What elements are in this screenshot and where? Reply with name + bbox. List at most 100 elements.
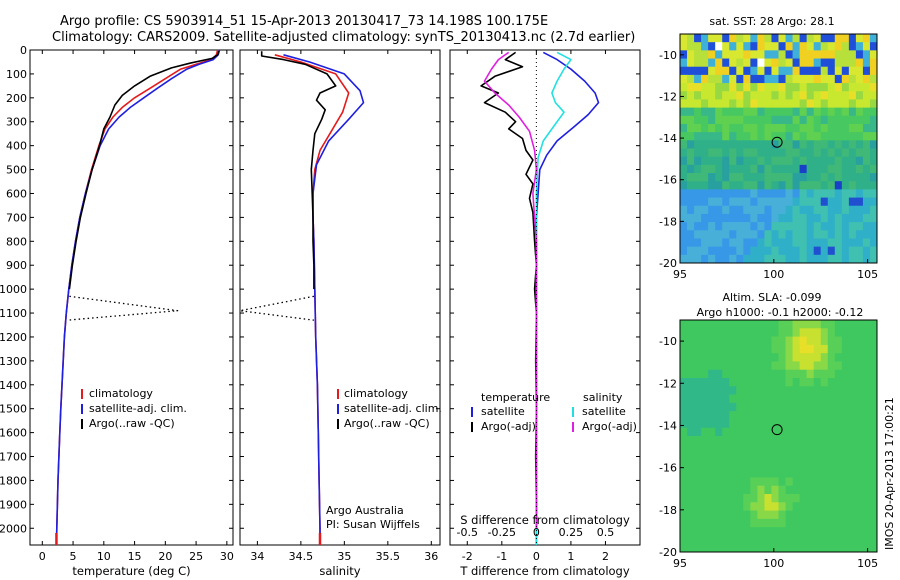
sla-map-cell [757,361,765,371]
sst-map-cell [715,164,723,174]
sla-map-cell [820,485,829,495]
sla-map-cell [743,535,751,545]
sla-map-cell [785,336,793,346]
sst-map-cell [792,164,801,174]
sla-map-cell [764,469,772,478]
sla-map-cell [680,378,688,387]
sla-map-cell [687,535,695,545]
sst-map-cell [764,197,772,207]
sst-map-cell [785,58,793,68]
sst-map-cell [750,230,758,239]
sla-map-cell [827,419,836,429]
sla-map-cell [743,510,751,520]
sst-map-cell [757,222,765,231]
sla-map-cell [701,527,709,536]
sla-map-cell [799,510,808,520]
sst-map-cell [729,83,737,92]
sla-map-cell [785,502,793,511]
sla-map-cell [771,378,779,387]
sla-map-cell [834,477,843,487]
sla-map-cell [834,460,843,470]
sst-map-cell [869,83,878,92]
sst-map-cell [841,74,850,84]
sla-map-cell [799,344,808,354]
sst-map-cell [715,222,723,231]
sst-map-cell [736,238,744,248]
sla-map-cell [687,427,695,437]
sst-map-cell [750,50,758,59]
sst-map-cell [806,140,815,149]
sst-map-cell [785,107,793,117]
sla-map-cell [729,485,737,495]
sst-map-cell [736,115,744,125]
sst-map-cell [778,50,786,59]
sst-map-cell [813,123,822,133]
sla-map-cell [694,427,702,437]
sst-map-cell [855,197,864,207]
sla-map-cell [862,469,871,478]
sla-map-cell [736,460,744,470]
sla-map-cell [820,386,829,395]
sst-map-cell [694,123,702,133]
sst-map-cell [813,222,822,231]
sla-map-cell [792,543,801,553]
sst-map-cell [841,115,850,125]
sla-map-cell [694,469,702,478]
sla-map-cell [715,328,723,337]
sst-map-cell [680,238,688,248]
sla-map-cell [869,419,878,429]
sst-map-cell [834,205,843,215]
sst-map-cell [820,254,829,264]
sst-map-cell [694,197,702,207]
sla-map-cell [764,344,772,354]
sla-map-cell [792,378,801,387]
sla-map-cell [834,469,843,478]
sst-map-cell [792,123,801,133]
sla-map-cell [680,436,688,445]
sst-map-cell [827,222,836,231]
sst-map-cell [694,246,702,256]
sst-map-cell [820,107,829,117]
sla-map-cell [869,378,878,387]
sla-map-cell [792,320,801,329]
sla-map-cell [855,320,864,329]
sst-map-cell [785,91,793,100]
sla-map-cell [841,543,850,553]
sst-map-cell [736,205,744,215]
sla-map-cell [680,535,688,545]
sla-map-cell [764,477,772,487]
sst-map-cell [813,197,822,207]
sla-map-cell [862,386,871,395]
sst-map-cell [736,50,744,59]
sst-map-cell [806,230,815,239]
sst-map-cell [764,91,772,100]
sst-map-cell [680,197,688,207]
sst-map-cell [729,246,737,256]
sla-map-cell [785,402,793,412]
sla-map-cell [806,378,815,387]
sla-map-cell [694,344,702,354]
sla-map-cell [834,344,843,354]
sla-map-cell [687,411,695,420]
depth-tick-label: 800 [6,235,27,248]
sla-map-cell [722,444,730,453]
sla-map-cell [841,444,850,453]
sst-map-cell [771,254,779,264]
sst-map-cell [778,222,786,231]
sla-map-cell [785,436,793,445]
sst-map-cell [680,99,688,109]
sla-map-cell [820,518,829,528]
sla-map-cell [715,336,723,346]
depth-tick-label: 700 [6,211,27,224]
sst-map-cell [771,173,779,182]
sla-map-cell [750,402,758,412]
sst-map-cell [701,42,709,51]
sst-map-cell [708,42,716,51]
sst-map-cell [701,140,709,149]
sla-map-cell [841,527,850,536]
sst-map-cell [750,34,758,43]
sla-map-cell [764,535,772,545]
sst-map-cell [708,50,716,59]
sla-map-cell [778,328,786,337]
sla-map-cell [764,485,772,495]
